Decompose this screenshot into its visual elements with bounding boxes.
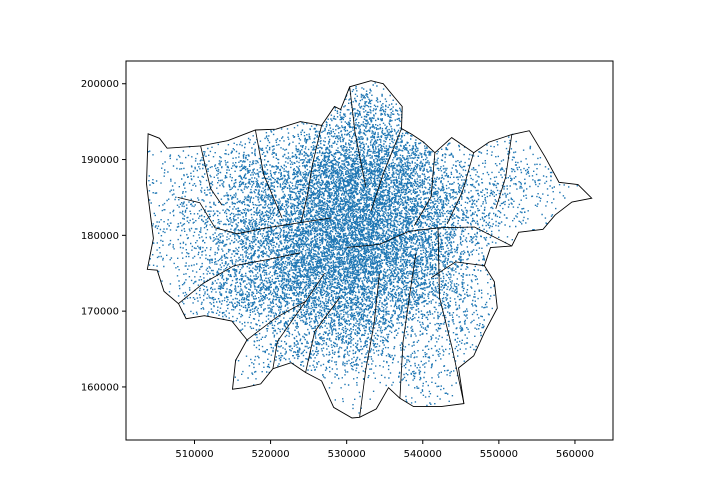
borough-boundary-12 (305, 297, 341, 373)
x-tick-label: 550000 (480, 449, 518, 460)
borough-boundary-10 (178, 252, 301, 304)
borough-boundary-3 (300, 125, 322, 223)
x-tick-label: 560000 (556, 449, 594, 460)
x-tick-label: 510000 (175, 449, 213, 460)
plot-frame (125, 60, 614, 441)
borough-boundary-11 (246, 272, 325, 341)
scatter-points (147, 82, 579, 414)
borough-boundary-16 (430, 261, 485, 279)
borough-boundary-8 (495, 134, 513, 209)
y-tick-label: 160000 (81, 382, 119, 393)
london-outline (146, 80, 593, 419)
incident-points (147, 82, 579, 414)
borough-boundary-4 (349, 86, 367, 187)
borough-boundary-13 (359, 273, 380, 418)
borough-boundary-9 (346, 226, 512, 248)
y-axis: 160000 170000 180000 190000 200000 (81, 79, 126, 393)
borough-boundary-14 (399, 253, 417, 399)
borough-boundary-17 (272, 301, 306, 369)
x-tick-label: 520000 (251, 449, 289, 460)
borough-boundary-6 (414, 152, 436, 226)
y-tick-label: 200000 (81, 79, 119, 90)
x-tick-label: 530000 (328, 449, 366, 460)
borough-boundary-15 (437, 227, 465, 404)
x-axis: 510000 520000 530000 540000 550000 560000 (175, 440, 594, 460)
y-tick-label: 170000 (81, 307, 119, 318)
borough-boundary-1 (200, 145, 223, 206)
x-tick-label: 540000 (404, 449, 442, 460)
borough-boundaries (146, 80, 593, 419)
y-tick-label: 190000 (81, 155, 119, 166)
borough-boundary-2 (255, 129, 283, 219)
borough-boundary-7 (446, 152, 475, 225)
y-tick-label: 180000 (81, 231, 119, 242)
borough-boundary-5 (370, 128, 402, 212)
